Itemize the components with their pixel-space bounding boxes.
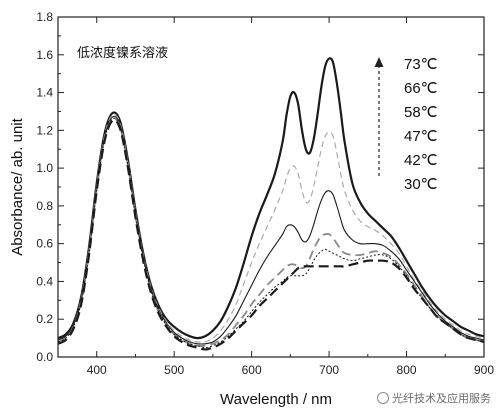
wechat-icon	[377, 392, 389, 404]
y-tick-label: 0.0	[36, 350, 53, 364]
y-tick-label: 0.6	[36, 237, 53, 251]
x-tick-label: 700	[319, 363, 339, 377]
y-tick-label: 1.2	[36, 123, 53, 137]
legend: 73℃ 66℃ 58℃ 47℃ 42℃ 30℃	[374, 56, 438, 193]
watermark: 光纤技术及应用服务	[377, 391, 491, 405]
plot-annotation: 低浓度镍系溶液	[77, 45, 168, 61]
x-tick-label: 900	[474, 363, 494, 377]
y-tick-label: 0.8	[36, 199, 53, 213]
series-line-2	[57, 113, 485, 343]
x-tick-label: 600	[242, 363, 262, 377]
x-tick-label: 400	[87, 363, 107, 377]
legend-entry: 58℃	[404, 104, 438, 121]
series-line-3	[57, 115, 485, 345]
legend-entry: 42℃	[404, 152, 438, 169]
axis-ticks: 400 500 600 700 800 900 0.0 0.2 0.4 0.6 0.8 1.0 1.2 1…	[36, 10, 494, 377]
y-tick-label: 1.6	[36, 48, 53, 62]
x-tick-label: 500	[164, 363, 184, 377]
y-tick-label: 1.0	[36, 161, 53, 175]
x-tick-label: 800	[397, 363, 417, 377]
plot-frame	[57, 16, 485, 358]
series-line-6	[57, 119, 485, 351]
x-axis-title: Wavelength / nm	[220, 391, 332, 408]
legend-entry: 66℃	[404, 80, 438, 97]
watermark-text: 光纤技术及应用服务	[392, 391, 491, 405]
legend-entry: 73℃	[404, 56, 438, 73]
legend-arrow-head-icon	[374, 57, 384, 67]
y-tick-label: 1.4	[36, 86, 53, 100]
legend-entry: 47℃	[404, 128, 438, 145]
legend-entry: 30℃	[404, 176, 438, 193]
y-tick-label: 0.4	[36, 274, 53, 288]
y-tick-label: 0.2	[36, 312, 53, 326]
y-tick-label: 1.8	[36, 10, 53, 24]
y-axis-title: Absorbance/ ab. unit	[9, 117, 26, 255]
series-lines	[57, 57, 485, 351]
